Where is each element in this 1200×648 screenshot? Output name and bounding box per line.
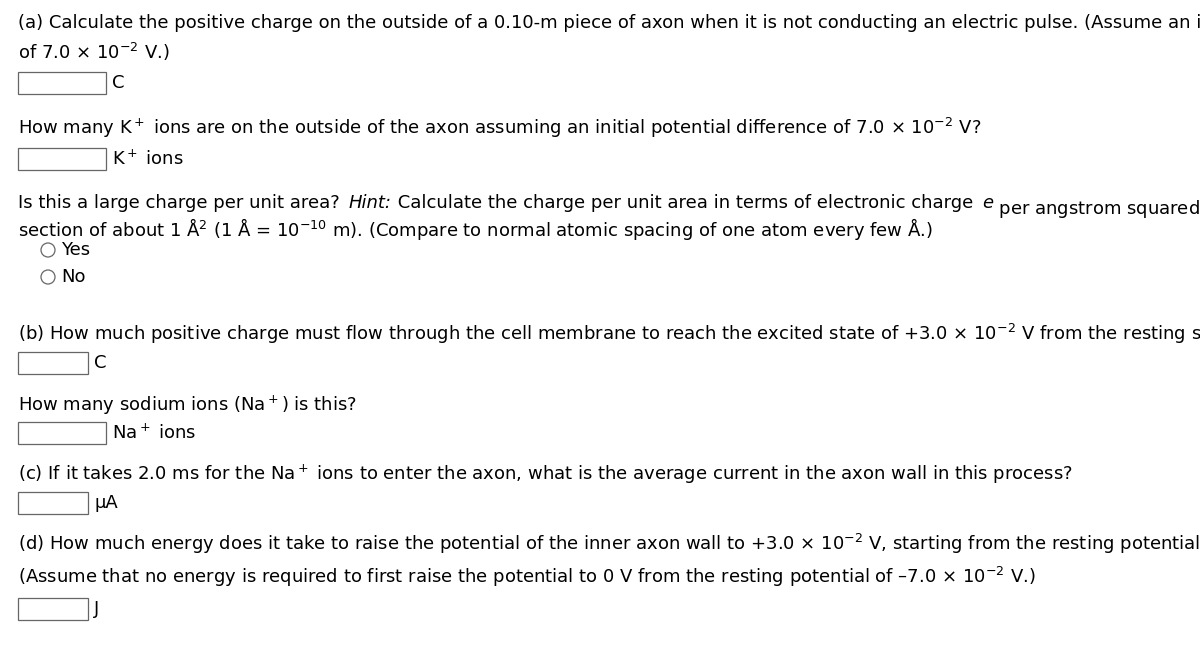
Text: per angstrom squared (Å$^{2}$). An atom has a cross: per angstrom squared (Å$^{2}$). An atom … — [994, 194, 1200, 220]
Circle shape — [41, 243, 55, 257]
Text: section of about 1 Å$^{2}$ (1 Å = 10$^{-10}$ m). (Compare to normal atomic spaci: section of about 1 Å$^{2}$ (1 Å = 10$^{-… — [18, 216, 932, 242]
Bar — [18, 148, 106, 170]
Text: Hint:: Hint: — [349, 194, 391, 212]
Text: C: C — [112, 74, 125, 92]
Text: How many K$^+$ ions are on the outside of the axon assuming an initial potential: How many K$^+$ ions are on the outside o… — [18, 116, 982, 140]
Text: How many sodium ions (Na$^+$) is this?: How many sodium ions (Na$^+$) is this? — [18, 394, 356, 417]
Circle shape — [41, 270, 55, 284]
Text: Yes: Yes — [61, 241, 90, 259]
Text: (c) If it takes 2.0 ms for the Na$^+$ ions to enter the axon, what is the averag: (c) If it takes 2.0 ms for the Na$^+$ io… — [18, 463, 1073, 486]
Bar — [18, 422, 106, 444]
Text: J: J — [94, 600, 100, 618]
Text: Is this a large charge per unit area?: Is this a large charge per unit area? — [18, 194, 349, 212]
Bar — [18, 598, 88, 620]
Text: μA: μA — [94, 494, 118, 512]
Text: Na$^+$ ions: Na$^+$ ions — [112, 423, 197, 443]
Text: (a) Calculate the positive charge on the outside of a 0.10-m piece of axon when : (a) Calculate the positive charge on the… — [18, 14, 1200, 63]
Text: K$^+$ ions: K$^+$ ions — [112, 149, 184, 168]
Bar — [18, 352, 88, 374]
Bar — [18, 492, 88, 514]
Text: No: No — [61, 268, 85, 286]
Text: Calculate the charge per unit area in terms of electronic charge: Calculate the charge per unit area in te… — [391, 194, 982, 212]
Bar — [18, 72, 106, 94]
Text: (d) How much energy does it take to raise the potential of the inner axon wall t: (d) How much energy does it take to rais… — [18, 532, 1200, 589]
Text: C: C — [94, 354, 107, 372]
Text: (b) How much positive charge must flow through the cell membrane to reach the ex: (b) How much positive charge must flow t… — [18, 322, 1200, 346]
Text: e: e — [982, 194, 994, 212]
